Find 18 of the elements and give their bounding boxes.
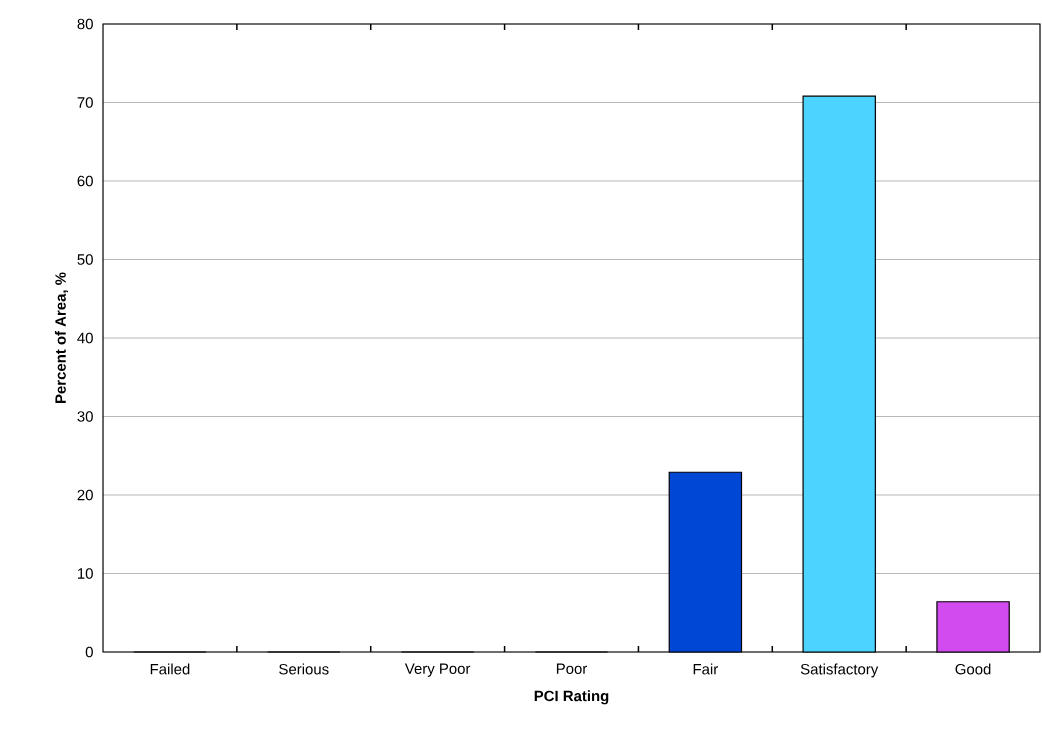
y-tick-label: 80 <box>77 18 93 30</box>
x-tick-label: Serious <box>279 663 329 675</box>
y-tick-label: 40 <box>77 332 93 344</box>
y-tick-label: 50 <box>77 254 93 265</box>
y-tick-label: 30 <box>77 411 93 422</box>
x-axis-title: PCI Rating <box>534 690 609 705</box>
x-tick-label: Fair <box>693 663 718 675</box>
y-tick-label: 60 <box>77 175 93 187</box>
x-tick-label: Good <box>955 663 991 675</box>
y-tick-label: 70 <box>77 97 93 108</box>
x-tick-label: Satisfactory <box>800 663 879 678</box>
y-tick-label: 0 <box>85 646 93 658</box>
y-tick-label: 20 <box>77 489 93 501</box>
x-tick-label: Failed <box>150 663 190 675</box>
x-tick-label: Poor <box>556 663 588 674</box>
y-tick-label: 10 <box>78 568 93 579</box>
y-axis-title: Percent of Area, % <box>54 272 69 404</box>
x-tick-label: Very Poor <box>404 663 471 677</box>
